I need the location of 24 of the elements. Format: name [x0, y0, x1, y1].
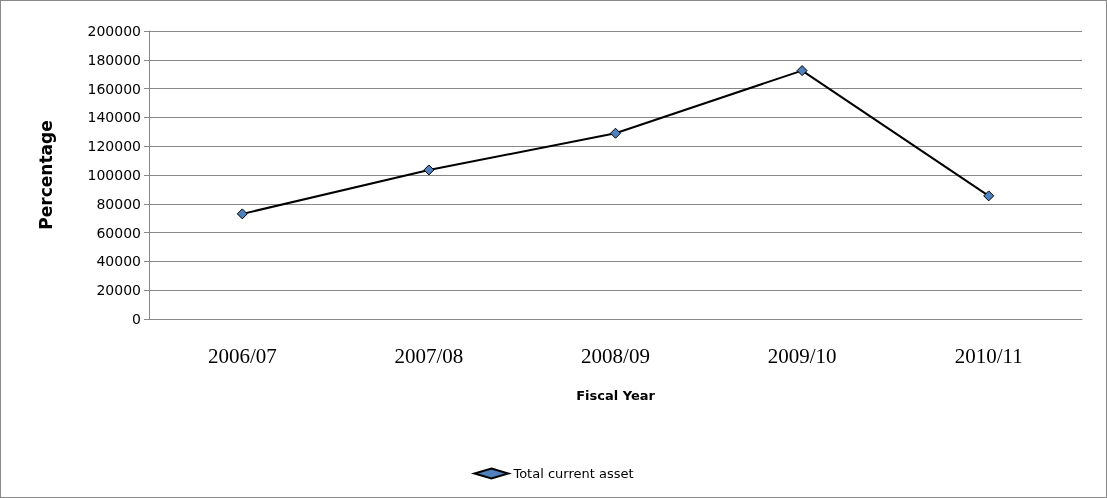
y-tick-label: 40000	[96, 253, 141, 270]
y-tick-label: 20000	[96, 282, 141, 299]
y-tick-label: 160000	[87, 80, 141, 97]
y-tick-label: 140000	[87, 109, 141, 126]
y-tick-label: 200000	[87, 23, 141, 39]
x-tick-label: 2009/10	[767, 343, 837, 368]
x-tick-label: 2008/09	[581, 343, 650, 368]
y-tick-label: 180000	[87, 51, 141, 68]
y-tick-label: 120000	[87, 138, 141, 155]
point	[236, 208, 248, 220]
y-tick-label: 60000	[96, 224, 141, 241]
point	[423, 164, 435, 176]
y-tick-label: 80000	[96, 195, 141, 212]
x-axis-title: Fiscal Year	[576, 388, 656, 403]
x-tick-label: 2010/11	[954, 343, 1023, 368]
point	[796, 65, 808, 77]
point	[610, 127, 621, 139]
legend-label: Total current asset	[512, 466, 634, 481]
y-tick-label: 100000	[87, 167, 141, 183]
point	[983, 190, 995, 202]
y-tick-label: 0	[132, 311, 141, 327]
x-tick-label: 2007/08	[394, 343, 464, 368]
x-tick-label: 2006/07	[207, 343, 277, 368]
y-axis-title: Percentage	[35, 120, 56, 230]
